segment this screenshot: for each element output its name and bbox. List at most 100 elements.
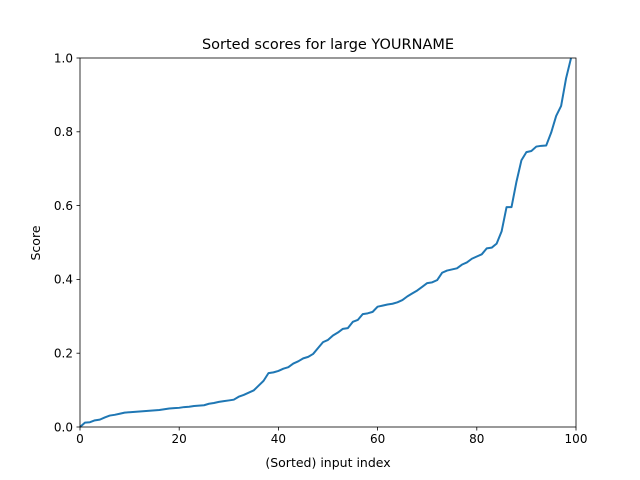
score-data-point [391, 303, 393, 305]
y-tick-label: 0.8 [54, 125, 73, 139]
score-data-point [163, 408, 165, 410]
score-data-point [446, 270, 448, 272]
score-data-point [382, 305, 384, 307]
score-data-point [342, 328, 344, 330]
score-data-point [431, 281, 433, 283]
x-tick-label: 100 [565, 432, 588, 446]
score-data-point [272, 371, 274, 373]
score-data-point [173, 407, 175, 409]
score-data-point [550, 132, 552, 134]
score-data-point [540, 145, 542, 147]
x-axis-label: (Sorted) input index [265, 455, 390, 470]
score-data-point [263, 380, 265, 382]
score-data-point [104, 416, 106, 418]
score-data-point [520, 159, 522, 161]
score-data-point [253, 389, 255, 391]
plot-frame [79, 57, 577, 428]
score-data-point [411, 292, 413, 294]
score-data-point [287, 366, 289, 368]
score-data-point [357, 319, 359, 321]
y-tick-label: 0.2 [54, 347, 73, 361]
score-data-point [387, 303, 389, 305]
y-tick-label: 0.6 [54, 199, 73, 213]
score-data-point [193, 405, 195, 407]
score-data-point [297, 360, 299, 362]
score-data-point [481, 253, 483, 255]
score-data-point [506, 206, 508, 208]
score-data-point [109, 415, 111, 417]
score-data-point [471, 258, 473, 260]
x-tick-label: 80 [469, 432, 484, 446]
score-data-point [208, 403, 210, 405]
score-data-point [530, 150, 532, 152]
score-data-point [466, 261, 468, 263]
score-data-point [441, 272, 443, 274]
score-data-point [307, 356, 309, 358]
score-data-point [362, 313, 364, 315]
x-tick-label: 20 [172, 432, 187, 446]
score-data-point [203, 404, 205, 406]
score-data-point [248, 392, 250, 394]
score-data-point [560, 105, 562, 107]
series-layer [79, 57, 573, 428]
score-data-point [372, 311, 374, 313]
score-data-point [352, 321, 354, 323]
score-data-point [332, 334, 334, 336]
score-data-point [129, 411, 131, 413]
score-data-point [436, 279, 438, 281]
x-tick-label: 0 [76, 432, 84, 446]
score-data-point [168, 408, 170, 410]
score-data-point [476, 256, 478, 258]
score-data-point [89, 421, 91, 423]
score-data-point [401, 299, 403, 301]
score-data-point [218, 401, 220, 403]
score-data-point [451, 268, 453, 270]
score-data-point [158, 409, 160, 411]
score-data-point [461, 264, 463, 266]
score-data-point [515, 181, 517, 183]
score-data-point [188, 406, 190, 408]
score-data-point [277, 370, 279, 372]
score-data-point [233, 399, 235, 401]
score-data-point [486, 247, 488, 249]
score-data-point [178, 407, 180, 409]
score-data-point [496, 243, 498, 245]
score-data-point [421, 286, 423, 288]
score-data-point [322, 341, 324, 343]
score-data-point [312, 353, 314, 355]
score-data-point [223, 400, 225, 402]
score-data-point [525, 151, 527, 153]
y-tick-label: 0.4 [54, 273, 73, 287]
x-tick-label: 60 [370, 432, 385, 446]
score-data-point [501, 230, 503, 232]
score-data-point [84, 422, 86, 424]
score-data-point [94, 419, 96, 421]
score-data-point [317, 347, 319, 349]
score-data-point [535, 146, 537, 148]
score-data-point [396, 301, 398, 303]
score-data-point [119, 413, 121, 415]
score-data-point [545, 144, 547, 146]
score-data-point [282, 368, 284, 370]
y-tick-label: 0.0 [54, 420, 73, 434]
x-tick-label: 40 [271, 432, 286, 446]
score-data-point [213, 402, 215, 404]
score-data-point [148, 410, 150, 412]
score-data-point [143, 410, 145, 412]
score-series-line [79, 57, 573, 428]
score-data-point [565, 77, 567, 79]
score-data-point [511, 206, 513, 208]
score-data-point [124, 412, 126, 414]
score-data-point [258, 385, 260, 387]
score-data-point [238, 396, 240, 398]
score-data-point [139, 411, 141, 413]
score-data-point [114, 414, 116, 416]
score-data-point [555, 115, 557, 117]
score-data-point [183, 406, 185, 408]
score-data-point [228, 399, 230, 401]
y-tick-label: 1.0 [54, 51, 73, 65]
score-data-point [426, 282, 428, 284]
